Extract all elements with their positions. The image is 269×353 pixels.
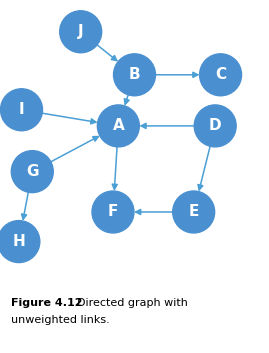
Text: Directed graph with: Directed graph with: [63, 298, 188, 308]
Text: B: B: [129, 67, 140, 82]
Text: F: F: [108, 204, 118, 220]
Text: C: C: [215, 67, 226, 82]
Text: I: I: [19, 102, 24, 117]
Text: unweighted links.: unweighted links.: [11, 315, 109, 325]
Circle shape: [173, 191, 215, 233]
Circle shape: [92, 191, 134, 233]
Text: E: E: [189, 204, 199, 220]
Circle shape: [97, 105, 139, 147]
Text: Figure 4.12: Figure 4.12: [11, 298, 82, 308]
Circle shape: [11, 151, 53, 193]
Text: G: G: [26, 164, 38, 179]
Text: A: A: [112, 118, 124, 133]
Text: H: H: [12, 234, 25, 249]
Circle shape: [60, 11, 102, 53]
Circle shape: [194, 105, 236, 147]
Text: J: J: [78, 24, 83, 39]
Circle shape: [200, 54, 242, 96]
Circle shape: [0, 221, 40, 263]
Circle shape: [114, 54, 155, 96]
Circle shape: [1, 89, 43, 131]
Text: D: D: [209, 118, 221, 133]
